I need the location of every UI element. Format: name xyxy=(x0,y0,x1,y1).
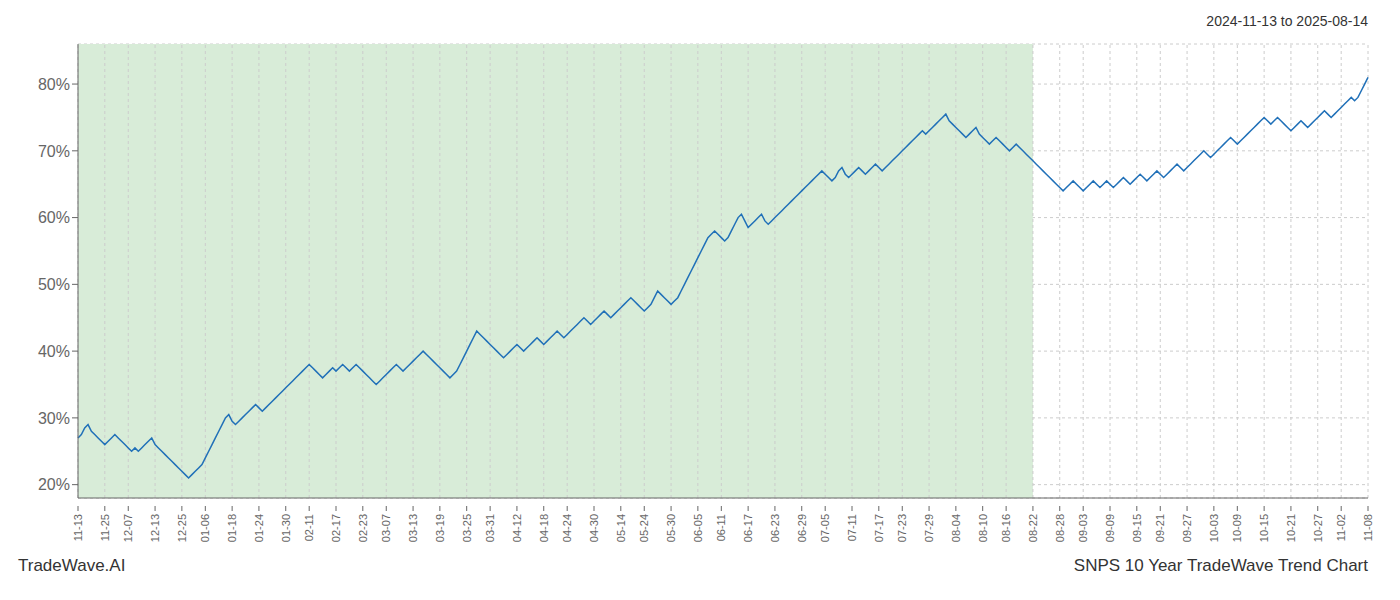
svg-text:01-18: 01-18 xyxy=(226,514,238,542)
svg-text:60%: 60% xyxy=(38,209,70,226)
svg-text:11-08: 11-08 xyxy=(1362,514,1374,541)
svg-text:04-24: 04-24 xyxy=(561,514,573,542)
svg-text:40%: 40% xyxy=(38,343,70,360)
svg-text:10-27: 10-27 xyxy=(1312,514,1324,542)
svg-text:11-02: 11-02 xyxy=(1335,514,1347,541)
svg-text:12-07: 12-07 xyxy=(122,514,134,542)
svg-text:08-16: 08-16 xyxy=(1000,514,1012,542)
svg-text:80%: 80% xyxy=(38,76,70,93)
svg-text:11-13: 11-13 xyxy=(72,514,84,541)
svg-text:10-21: 10-21 xyxy=(1285,514,1297,542)
svg-text:09-21: 09-21 xyxy=(1154,514,1166,542)
svg-text:05-24: 05-24 xyxy=(638,514,650,542)
svg-text:06-17: 06-17 xyxy=(742,514,754,542)
svg-text:12-25: 12-25 xyxy=(176,514,188,542)
svg-text:08-28: 08-28 xyxy=(1054,514,1066,542)
svg-text:01-30: 01-30 xyxy=(280,514,292,542)
svg-text:03-25: 03-25 xyxy=(461,514,473,542)
svg-text:04-30: 04-30 xyxy=(588,514,600,542)
svg-text:08-22: 08-22 xyxy=(1027,514,1039,542)
svg-text:03-07: 03-07 xyxy=(380,514,392,542)
svg-text:05-14: 05-14 xyxy=(615,514,627,542)
svg-text:06-05: 06-05 xyxy=(692,514,704,542)
svg-text:02-23: 02-23 xyxy=(357,514,369,542)
svg-text:10-03: 10-03 xyxy=(1208,514,1220,542)
svg-text:30%: 30% xyxy=(38,410,70,427)
svg-text:09-15: 09-15 xyxy=(1131,514,1143,542)
svg-text:08-04: 08-04 xyxy=(950,514,962,542)
svg-text:01-06: 01-06 xyxy=(199,514,211,542)
svg-text:04-12: 04-12 xyxy=(511,514,523,542)
svg-text:07-23: 07-23 xyxy=(896,514,908,542)
svg-text:10-15: 10-15 xyxy=(1258,514,1270,542)
svg-text:10-09: 10-09 xyxy=(1231,514,1243,542)
svg-text:09-03: 09-03 xyxy=(1077,514,1089,542)
svg-text:07-29: 07-29 xyxy=(923,514,935,542)
svg-text:07-05: 07-05 xyxy=(819,514,831,542)
svg-text:12-13: 12-13 xyxy=(149,514,161,542)
svg-text:70%: 70% xyxy=(38,143,70,160)
svg-text:04-18: 04-18 xyxy=(538,514,550,542)
svg-text:03-13: 03-13 xyxy=(407,514,419,542)
svg-text:20%: 20% xyxy=(38,476,70,493)
svg-text:11-25: 11-25 xyxy=(99,514,111,541)
svg-text:09-09: 09-09 xyxy=(1104,514,1116,542)
svg-text:06-23: 06-23 xyxy=(769,514,781,542)
svg-text:01-24: 01-24 xyxy=(253,514,265,542)
svg-text:02-11: 02-11 xyxy=(303,514,315,541)
svg-text:03-19: 03-19 xyxy=(434,514,446,542)
svg-text:03-31: 03-31 xyxy=(484,514,496,542)
svg-text:06-29: 06-29 xyxy=(796,514,808,542)
html-text:TradeWave.AI: TradeWave.AI xyxy=(18,556,126,575)
svg-text:02-17: 02-17 xyxy=(330,514,342,542)
svg-text:07-11: 07-11 xyxy=(846,514,858,541)
svg-text:50%: 50% xyxy=(38,276,70,293)
svg-text:09-27: 09-27 xyxy=(1181,514,1193,542)
svg-text:08-10: 08-10 xyxy=(977,514,989,542)
svg-text:05-30: 05-30 xyxy=(665,514,677,542)
svg-text:06-11: 06-11 xyxy=(715,514,727,541)
html-text:2024-11-13 to 2025-08-14: 2024-11-13 to 2025-08-14 xyxy=(1206,13,1368,29)
html-text:SNPS 10 Year TradeWave Trend C: SNPS 10 Year TradeWave Trend Chart xyxy=(1073,556,1368,575)
svg-text:07-17: 07-17 xyxy=(873,514,885,542)
